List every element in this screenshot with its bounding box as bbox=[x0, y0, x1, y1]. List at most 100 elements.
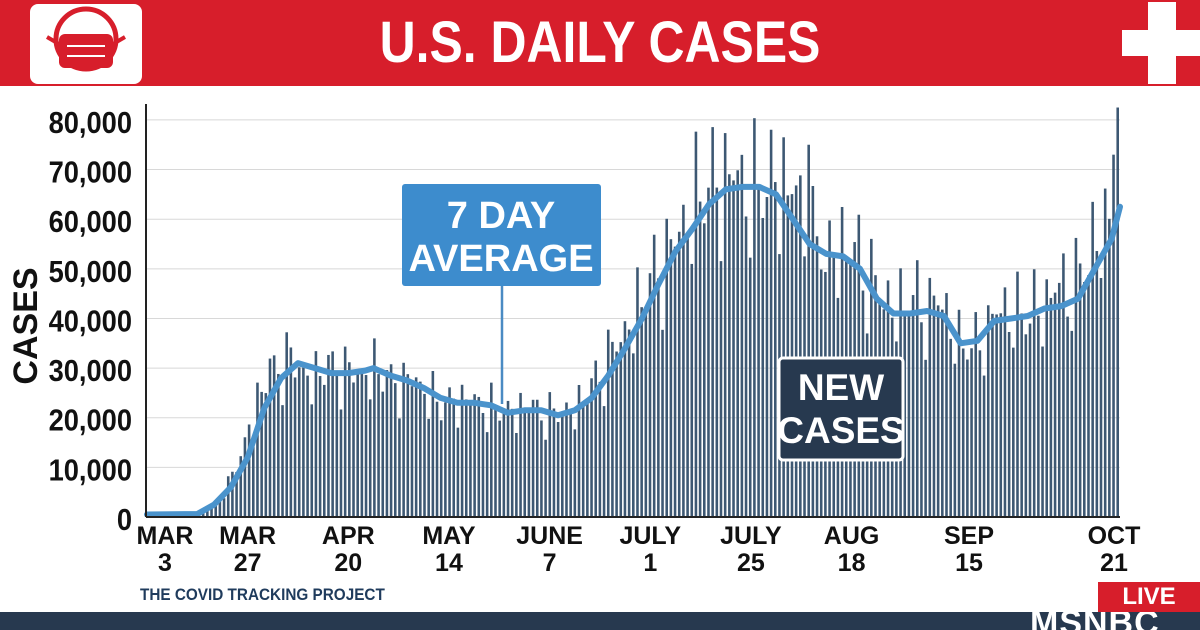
case-bar bbox=[473, 394, 476, 517]
case-bar bbox=[1116, 107, 1119, 517]
case-bar bbox=[285, 332, 288, 517]
case-bar bbox=[924, 359, 927, 517]
case-bar bbox=[657, 278, 660, 517]
case-bar bbox=[506, 400, 510, 517]
source-credit: THE COVID TRACKING PROJECT bbox=[140, 585, 385, 604]
case-bar bbox=[306, 375, 309, 517]
case-bar bbox=[310, 404, 314, 517]
case-bar bbox=[611, 341, 614, 517]
case-bar bbox=[966, 359, 969, 517]
new-cases-callout-box bbox=[777, 356, 905, 462]
case-bar bbox=[544, 439, 547, 517]
case-bar bbox=[807, 144, 810, 517]
case-bar bbox=[1020, 313, 1023, 517]
x-tick-label-month: JUNE bbox=[516, 522, 583, 550]
case-bar bbox=[423, 393, 426, 517]
case-bar bbox=[535, 399, 539, 517]
case-bar bbox=[1053, 292, 1057, 517]
case-bar bbox=[636, 267, 639, 517]
page-title: U.S. DAILY CASES bbox=[379, 10, 821, 75]
case-bar bbox=[377, 374, 380, 517]
title-banner bbox=[0, 0, 1200, 86]
case-bar bbox=[1078, 263, 1082, 517]
case-bar bbox=[318, 376, 322, 517]
y-tick-label: 70,000 bbox=[49, 156, 132, 190]
case-bar bbox=[523, 408, 527, 517]
case-bar bbox=[431, 371, 435, 517]
case-bar bbox=[264, 393, 268, 517]
y-tick-labels: 0 10,000 20,000 30,000 40,000 50,000 60,000 70,… bbox=[49, 106, 132, 537]
avg-callout: 7 DAY AVERAGE bbox=[402, 184, 601, 404]
new-cases-callout-line2: CASES bbox=[777, 410, 904, 451]
case-bar bbox=[510, 408, 514, 517]
case-bar bbox=[957, 309, 961, 517]
y-tick-label: 60,000 bbox=[49, 206, 132, 240]
case-bar bbox=[999, 313, 1003, 517]
case-bar bbox=[586, 400, 589, 517]
case-bar bbox=[581, 403, 585, 517]
case-bar bbox=[456, 427, 460, 517]
y-tick-label: 10,000 bbox=[49, 454, 132, 488]
case-bar bbox=[782, 137, 785, 518]
case-bar bbox=[385, 370, 389, 517]
case-bar bbox=[1087, 275, 1090, 517]
case-bar bbox=[953, 363, 957, 517]
case-bar bbox=[297, 367, 301, 517]
case-bar bbox=[256, 382, 259, 517]
x-tick-label-date: 25 bbox=[737, 549, 765, 577]
x-tick-label-date: 14 bbox=[435, 549, 463, 577]
case-bar bbox=[903, 310, 907, 517]
case-bar bbox=[531, 399, 535, 517]
case-bar bbox=[448, 387, 451, 517]
case-bar bbox=[414, 377, 418, 517]
case-bar bbox=[719, 261, 723, 517]
case-bar bbox=[619, 342, 623, 517]
seven-day-average-line bbox=[144, 183, 1123, 518]
new-cases-callout: NEW CASES bbox=[777, 356, 905, 462]
y-tick-label: 20,000 bbox=[49, 404, 132, 438]
y-tick-label: 80,000 bbox=[49, 106, 132, 140]
case-bar bbox=[995, 314, 998, 517]
x-tick-label-date: 3 bbox=[158, 549, 172, 577]
case-bar bbox=[632, 353, 635, 517]
case-bar bbox=[928, 277, 932, 517]
case-bar bbox=[665, 218, 668, 517]
case-bar bbox=[289, 347, 293, 517]
case-bar bbox=[364, 375, 368, 517]
case-bar bbox=[598, 381, 602, 517]
y-axis-label: CASES bbox=[7, 267, 45, 384]
case-bar bbox=[406, 374, 410, 517]
x-tick-label-month: JULY bbox=[619, 522, 681, 550]
y-tick-label: 40,000 bbox=[49, 305, 132, 339]
case-bar bbox=[552, 408, 556, 517]
x-tick-label-month: SEP bbox=[944, 522, 994, 550]
case-bar bbox=[485, 432, 489, 517]
case-bar bbox=[519, 392, 522, 517]
case-bar bbox=[268, 358, 272, 517]
case-bar bbox=[1024, 334, 1028, 517]
case-bar bbox=[991, 313, 994, 517]
bar-series bbox=[147, 107, 1119, 518]
case-bar bbox=[435, 401, 439, 517]
case-bar bbox=[561, 415, 564, 517]
x-tick-label-month: AUG bbox=[824, 522, 880, 550]
case-bar bbox=[594, 360, 598, 517]
case-bar bbox=[715, 187, 719, 518]
case-bar bbox=[941, 309, 944, 517]
case-bar bbox=[1057, 282, 1061, 517]
case-bar bbox=[1045, 279, 1049, 517]
case-bar bbox=[920, 322, 923, 517]
case-bar bbox=[222, 498, 226, 517]
case-bar bbox=[961, 348, 965, 517]
case-bar bbox=[799, 175, 802, 517]
case-bar bbox=[1099, 277, 1103, 517]
case-bar bbox=[272, 355, 276, 517]
case-bar bbox=[682, 204, 685, 517]
x-tick-label-month: APR bbox=[322, 522, 375, 550]
case-bar bbox=[335, 373, 339, 517]
case-bar bbox=[243, 437, 247, 517]
case-bar bbox=[439, 420, 443, 517]
case-bar bbox=[915, 260, 919, 517]
case-bar bbox=[736, 170, 739, 518]
case-bar bbox=[648, 273, 652, 517]
